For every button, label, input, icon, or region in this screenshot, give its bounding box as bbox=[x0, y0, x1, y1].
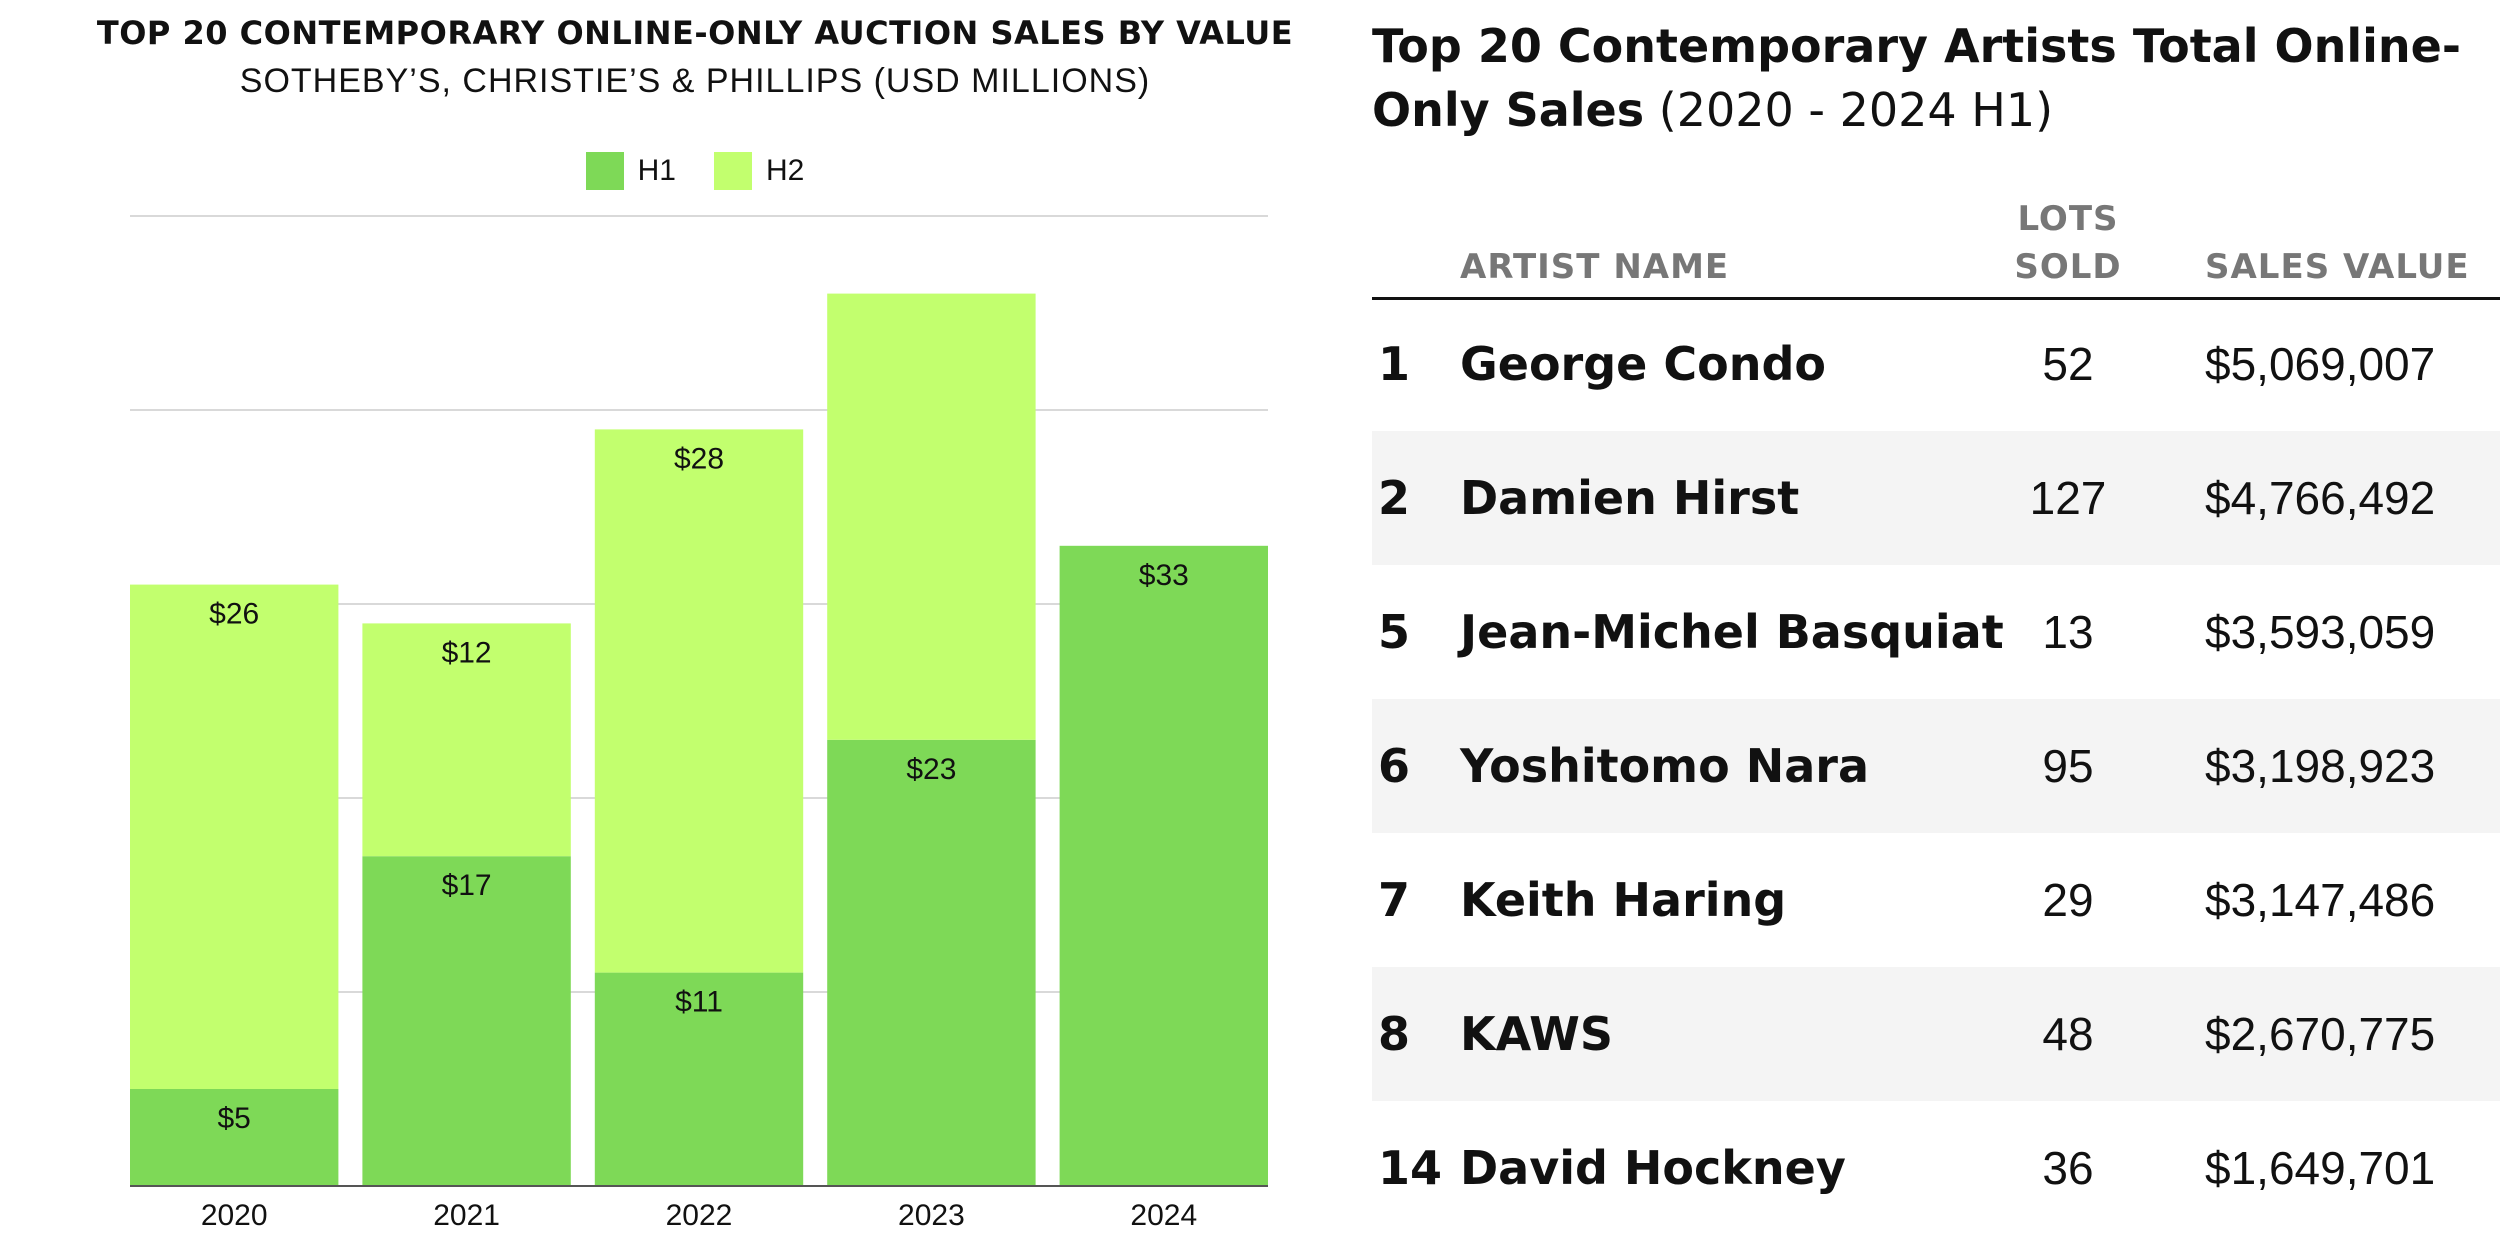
bar-h2-2022 bbox=[594, 429, 804, 973]
bar-h1-2023 bbox=[827, 739, 1036, 1186]
row-sales: $1,649,701 bbox=[2205, 1142, 2436, 1194]
legend-swatch-h1 bbox=[585, 152, 624, 190]
bar-h1-2020 bbox=[130, 1089, 339, 1186]
x-tick-label-2024: 2024 bbox=[1130, 1199, 1197, 1231]
column-header-lots-line2: SOLD bbox=[2014, 247, 2122, 287]
x-tick-label-2021: 2021 bbox=[433, 1199, 500, 1231]
row-artist: Damien Hirst bbox=[1460, 471, 1800, 525]
row-artist: Yoshitomo Nara bbox=[1460, 739, 1869, 793]
chart-title: TOP 20 CONTEMPORARY ONLINE-ONLY AUCTION … bbox=[96, 14, 1294, 52]
data-label-h2-2020: $26 bbox=[209, 598, 259, 631]
column-header-sales: SALES VALUE bbox=[2205, 247, 2470, 287]
table-row: 7 Keith Haring 29 $3,147,486 bbox=[1372, 833, 2500, 967]
row-lots: 29 bbox=[2042, 874, 2094, 926]
table-body: 1 George Condo 52 $5,069,007 2 Damien Hi… bbox=[1372, 297, 2500, 1235]
chart-legend: H1 H2 bbox=[0, 152, 1390, 190]
row-lots: 52 bbox=[2042, 338, 2094, 390]
row-sales: $4,766,492 bbox=[2205, 472, 2436, 524]
data-label-h1-2023: $23 bbox=[906, 753, 956, 786]
row-rank: 14 bbox=[1378, 1141, 1443, 1195]
table-row: 5 Jean-Michel Basquiat 13 $3,593,059 bbox=[1372, 565, 2500, 699]
bar-h1-2022 bbox=[594, 972, 804, 1186]
table-header-row: ARTIST NAME LOTS SOLD SALES VALUE bbox=[1372, 195, 2500, 300]
row-rank: 1 bbox=[1378, 337, 1411, 391]
legend-label-h1: H1 bbox=[637, 154, 676, 187]
table-row: 8 KAWS 48 $2,670,775 bbox=[1372, 967, 2500, 1101]
x-tick-label-2020: 2020 bbox=[201, 1199, 268, 1231]
data-label-h1-2022: $11 bbox=[675, 986, 723, 1019]
table-row: 14 David Hockney 36 $1,649,701 bbox=[1372, 1101, 2500, 1235]
legend-item-h2: H2 bbox=[714, 152, 804, 190]
legend-label-h2: H2 bbox=[766, 154, 805, 187]
row-rank: 6 bbox=[1378, 739, 1411, 793]
row-artist: David Hockney bbox=[1460, 1141, 1846, 1195]
row-lots: 127 bbox=[2029, 472, 2107, 524]
column-header-lots-line1: LOTS bbox=[2017, 199, 2119, 239]
x-tick-label-2022: 2022 bbox=[666, 1199, 733, 1231]
column-header-lots: LOTS SOLD bbox=[2000, 195, 2136, 291]
row-artist: KAWS bbox=[1460, 1007, 1614, 1061]
bar-h2-2023 bbox=[827, 293, 1036, 740]
data-label-h1-2021: $17 bbox=[442, 869, 492, 902]
table-row: 6 Yoshitomo Nara 95 $3,198,923 bbox=[1372, 699, 2500, 833]
row-sales: $3,593,059 bbox=[2205, 606, 2436, 658]
row-sales: $3,147,486 bbox=[2205, 874, 2436, 926]
row-sales: $5,069,007 bbox=[2205, 338, 2436, 390]
chart-panel: TOP 20 CONTEMPORARY ONLINE-ONLY AUCTION … bbox=[97, 14, 1293, 1231]
row-rank: 2 bbox=[1378, 471, 1411, 525]
bar-chart-svg: $5 $26 $17 $12 $11 $28 $23 $33 2020 2021 2022 2023… bbox=[130, 215, 1268, 1231]
row-artist: Keith Haring bbox=[1460, 873, 1787, 927]
artist-table-panel: Top 20 Contemporary Artists Total Online… bbox=[1372, 0, 2502, 1231]
row-artist: George Condo bbox=[1460, 337, 1827, 391]
bar-h1-2021 bbox=[362, 856, 571, 1186]
bar-h2-2020 bbox=[130, 584, 339, 1089]
data-label-h2-2022: $28 bbox=[674, 442, 724, 475]
row-sales: $3,198,923 bbox=[2205, 740, 2436, 792]
table-title-period: (2020 - 2024 H1) bbox=[1644, 83, 2054, 137]
row-rank: 8 bbox=[1378, 1007, 1411, 1061]
bar-h1-2024 bbox=[1059, 545, 1268, 1186]
column-header-artist: ARTIST NAME bbox=[1460, 247, 1730, 287]
row-lots: 48 bbox=[2042, 1008, 2094, 1060]
row-sales: $2,670,775 bbox=[2205, 1008, 2436, 1060]
table-row: 2 Damien Hirst 127 $4,766,492 bbox=[1372, 431, 2500, 565]
legend-swatch-h2 bbox=[714, 152, 752, 190]
data-label-h1-2024: $33 bbox=[1139, 559, 1189, 592]
table-row: 1 George Condo 52 $5,069,007 bbox=[1372, 297, 2500, 431]
row-lots: 13 bbox=[2042, 606, 2094, 658]
row-artist: Jean-Michel Basquiat bbox=[1460, 605, 2004, 659]
data-label-h2-2021: $12 bbox=[442, 636, 492, 669]
data-label-h1-2020: $5 bbox=[218, 1102, 251, 1135]
table-title: Top 20 Contemporary Artists Total Online… bbox=[1372, 14, 2502, 142]
bar-h2-2021 bbox=[362, 623, 571, 857]
row-lots: 95 bbox=[2042, 740, 2094, 792]
row-lots: 36 bbox=[2042, 1142, 2094, 1194]
table-title-main: Top 20 Contemporary Artists Total Online… bbox=[1372, 19, 2461, 137]
row-rank: 5 bbox=[1378, 605, 1411, 659]
legend-item-h1: H1 bbox=[585, 152, 676, 190]
x-tick-label-2023: 2023 bbox=[898, 1199, 965, 1231]
row-rank: 7 bbox=[1378, 873, 1411, 927]
chart-subtitle: SOTHEBY’S, CHRISTIE’S & PHILLIPS (USD MI… bbox=[239, 62, 1151, 100]
